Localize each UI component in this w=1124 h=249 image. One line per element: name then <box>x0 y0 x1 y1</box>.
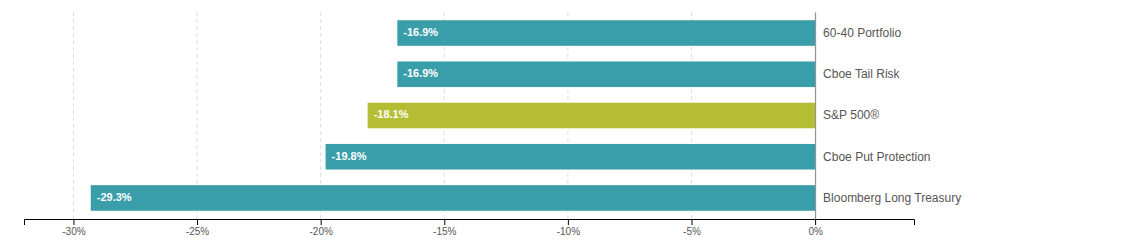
x-tick: -30% <box>62 219 85 237</box>
x-tick-mark <box>815 219 816 225</box>
x-tick-mark <box>444 219 445 225</box>
category-tick: Bloomberg Long Treasury <box>823 191 961 205</box>
x-tick: -10% <box>557 219 580 237</box>
x-tick-mark <box>197 219 198 225</box>
bar <box>91 185 815 211</box>
bar <box>397 20 815 46</box>
data-label: -29.3% <box>97 191 132 203</box>
chart: -30% -25% -20% -15% -10% -5% 0% Bloomberg Long … <box>0 0 1124 249</box>
category-label: 60-40 Portfolio <box>823 26 901 40</box>
bar <box>326 144 815 170</box>
x-axis-line <box>25 220 915 226</box>
x-tick: 0% <box>808 219 823 237</box>
bars <box>91 20 815 211</box>
data-labels: -29.3% -19.8% -18.1% -16.9% -16.9% <box>97 26 439 203</box>
category-label: S&P 500® <box>823 108 879 122</box>
x-tick-mark <box>568 219 569 225</box>
x-tick-label: -10% <box>557 226 580 237</box>
x-tick-mark <box>692 219 693 225</box>
x-tick-label: -30% <box>62 226 85 237</box>
data-label: -16.9% <box>403 26 438 38</box>
category-axis: Bloomberg Long Treasury Cboe Put Protecti… <box>816 13 962 220</box>
x-tick-label: -25% <box>186 226 209 237</box>
category-tick: Cboe Tail Risk <box>823 67 900 81</box>
x-tick-label: 0% <box>808 226 823 237</box>
x-tick: -15% <box>433 219 456 237</box>
data-label: -18.1% <box>374 108 409 120</box>
category-label: Cboe Tail Risk <box>823 67 900 81</box>
x-tick-mark <box>73 219 74 225</box>
x-tick: -5% <box>683 219 701 237</box>
x-tick: -25% <box>186 219 209 237</box>
category-tick: S&P 500® <box>823 108 879 122</box>
x-axis: -30% -25% -20% -15% -10% -5% 0% <box>25 219 915 237</box>
grid <box>73 12 815 219</box>
bar <box>368 103 815 129</box>
category-label: Bloomberg Long Treasury <box>823 191 961 205</box>
category-tick: 60-40 Portfolio <box>823 26 901 40</box>
category-tick: Cboe Put Protection <box>823 150 930 164</box>
zero-line <box>815 13 816 220</box>
grid-line <box>73 12 74 219</box>
plot: -30% -25% -20% -15% -10% -5% 0% Bloomberg Long … <box>25 12 962 237</box>
data-label: -19.8% <box>332 150 367 162</box>
category-label: Cboe Put Protection <box>823 150 930 164</box>
x-tick-label: -5% <box>683 226 701 237</box>
x-tick-label: -15% <box>433 226 456 237</box>
x-tick-mark <box>321 219 322 225</box>
bar <box>397 61 815 87</box>
x-tick-label: -20% <box>309 226 332 237</box>
data-label: -16.9% <box>403 67 438 79</box>
x-tick: -20% <box>309 219 332 237</box>
